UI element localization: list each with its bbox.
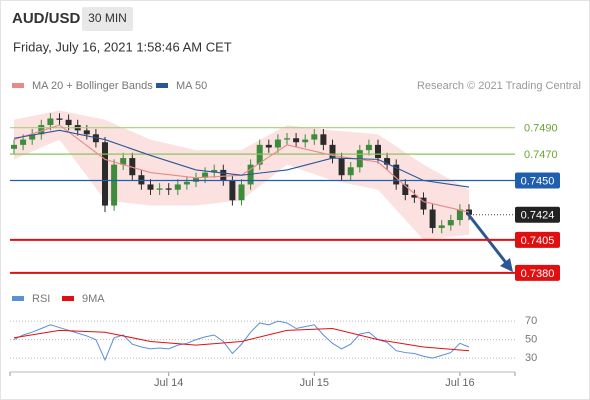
candle-body <box>320 134 327 145</box>
level-label-box <box>515 172 560 189</box>
candle-body <box>365 144 372 151</box>
candle-body <box>220 169 227 181</box>
candle-body <box>174 184 181 190</box>
candle-body <box>293 138 300 143</box>
candle-body <box>183 181 190 185</box>
candle-body <box>284 138 290 140</box>
candle-body <box>202 172 209 178</box>
last-price-box <box>515 206 560 223</box>
candle-body <box>429 209 436 228</box>
candle-body <box>384 158 391 165</box>
candle-body <box>229 180 236 201</box>
y-tick-label: 30 <box>525 352 537 364</box>
candle-body <box>375 144 381 159</box>
candle-body <box>20 139 27 145</box>
candle-body <box>256 144 263 165</box>
level-label-box <box>515 264 560 281</box>
y-tick-label: 70 <box>525 315 537 327</box>
candle-body <box>138 175 145 185</box>
candle-body <box>338 158 345 176</box>
credit: Research © 2021 Trading Central <box>417 80 581 92</box>
legend-swatch <box>12 296 24 301</box>
candle-body <box>420 197 427 210</box>
candle-body <box>347 167 354 176</box>
candle-body <box>156 188 163 190</box>
x-tick-label: Jul 16 <box>445 377 474 389</box>
candle-body <box>274 139 281 148</box>
candle-body <box>265 144 272 148</box>
candle-body <box>411 195 418 198</box>
legend-label: 9MA <box>82 293 105 305</box>
candle-body <box>393 164 400 185</box>
candle-body <box>65 119 72 126</box>
x-tick-label: Jul 15 <box>300 377 329 389</box>
level-label: 0.7490 <box>524 123 558 135</box>
candle-body <box>147 184 154 190</box>
forecast-arrow-head <box>500 258 513 272</box>
candle-body <box>211 169 218 173</box>
candle-body <box>38 125 45 135</box>
moving-average <box>13 129 470 188</box>
candle-body <box>120 158 127 165</box>
last-price-label: 0.7424 <box>521 210 555 222</box>
candle-body <box>447 220 454 226</box>
legend-label: MA 50 <box>176 80 207 92</box>
level-label: 0.7450 <box>521 175 555 187</box>
candle-body <box>193 177 199 182</box>
level-label: 0.7380 <box>521 268 555 280</box>
candle-body <box>438 225 445 228</box>
level-label: 0.7470 <box>524 149 558 161</box>
candle-body <box>165 188 172 190</box>
legend-label: RSI <box>32 293 50 305</box>
indicator-line <box>13 320 470 362</box>
candle-body <box>311 134 318 140</box>
x-tick-label: Jul 14 <box>154 377 183 389</box>
candle-body <box>329 144 336 159</box>
candle-body <box>102 142 108 206</box>
level-label-box <box>515 231 560 248</box>
candle-body <box>456 209 463 221</box>
legend-label: MA 20 + Bollinger Bands <box>32 80 153 92</box>
candle-body <box>129 158 136 176</box>
candle-body <box>11 144 17 149</box>
legend-swatch <box>156 83 168 88</box>
symbol: AUD/USD <box>12 10 81 27</box>
candle-body <box>111 164 118 206</box>
indicator-line <box>13 328 470 352</box>
legend-swatch <box>62 296 74 301</box>
candle-body <box>47 118 54 126</box>
candle-body <box>238 184 245 201</box>
interval: 30 MIN <box>88 11 127 25</box>
candle-body <box>402 184 409 195</box>
timestamp: Friday, July 16, 2021 1:58:46 AM CET <box>13 39 232 54</box>
candle-body <box>56 118 63 120</box>
interval-badge <box>82 7 133 31</box>
legend-swatch <box>12 83 24 88</box>
level-label: 0.7405 <box>521 235 555 247</box>
y-tick-label: 50 <box>525 334 537 346</box>
candle-body <box>302 139 309 143</box>
candle-body <box>29 134 36 140</box>
candle-body <box>83 130 90 135</box>
